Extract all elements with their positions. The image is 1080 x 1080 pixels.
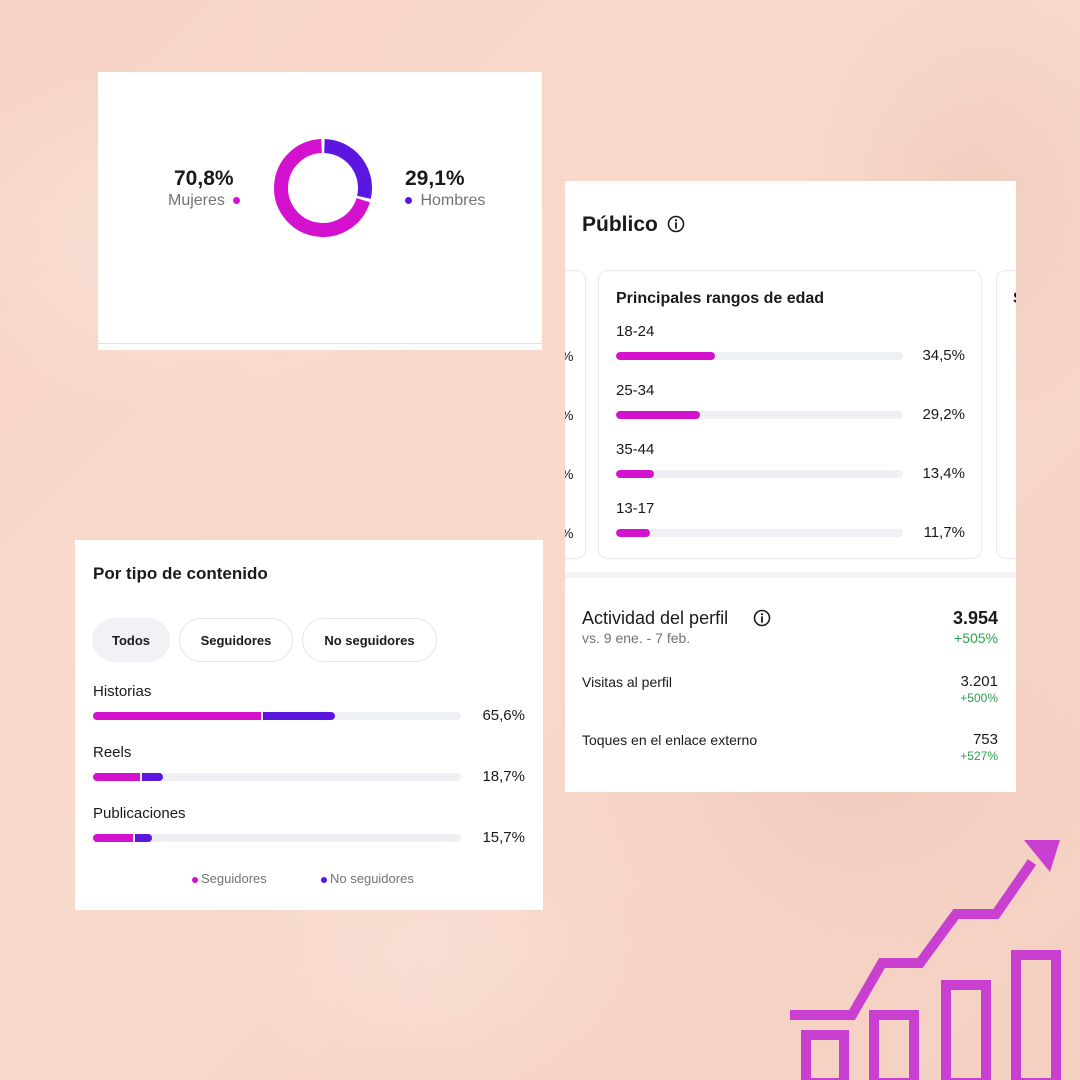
age-range-bar xyxy=(616,529,903,537)
bar-segment-no-seguidores xyxy=(263,712,336,720)
age-range-label: 35-44 xyxy=(616,441,655,458)
content-type-percent: 15,7% xyxy=(482,829,525,846)
section-separator xyxy=(565,572,1016,578)
age-range-bar xyxy=(616,411,903,419)
tab-seguidores[interactable]: Seguidores xyxy=(179,618,293,662)
seguidores-dot-icon xyxy=(192,876,198,883)
age-range-label: 25-34 xyxy=(616,382,655,399)
gender-summary-box-clipped xyxy=(565,270,586,559)
activity-total: 3.954 xyxy=(952,608,998,628)
external-link-taps-label: Toques en el enlace externo xyxy=(582,732,758,748)
age-range-bar xyxy=(616,470,903,478)
content-type-bar xyxy=(93,712,461,720)
profile-visits-value: 3.201 xyxy=(960,673,998,690)
content-type-percent: 18,7% xyxy=(482,768,525,785)
no-seguidores-dot-icon xyxy=(321,876,327,883)
comparison-period: vs. 9 ene. - 7 feb. xyxy=(582,630,691,646)
growth-chart-icon xyxy=(790,840,1061,1080)
profile-visits-label: Visitas al perfil xyxy=(582,674,673,690)
profile-visits-change: +500% xyxy=(960,691,998,705)
age-range-bar-fill xyxy=(616,352,715,360)
women-percent: 70,8% xyxy=(174,167,234,190)
external-link-taps-change: +527% xyxy=(960,749,998,763)
age-range-label: 18-24 xyxy=(616,323,655,340)
age-range-percent: 29,2% xyxy=(922,406,965,423)
bar-segment-seguidores xyxy=(93,712,262,720)
clipped-box-title: S xyxy=(1013,290,1016,308)
age-ranges-box: Principales rangos de edad 18-24 34,5% 2… xyxy=(598,270,982,559)
clipped-percent: % xyxy=(565,348,573,364)
men-dot-icon xyxy=(405,197,412,205)
divider xyxy=(98,343,542,344)
women-dot-icon xyxy=(233,197,241,205)
tab-no-seguidores[interactable]: No seguidores xyxy=(302,618,437,662)
donut-slice-women xyxy=(274,139,370,237)
women-label: Mujeres xyxy=(168,192,225,209)
audience-title: Público xyxy=(582,213,658,236)
content-type-bar xyxy=(93,834,461,842)
donut-slice-men xyxy=(323,139,372,199)
content-type-title: Por tipo de contenido xyxy=(93,564,268,583)
women-legend: Mujeres xyxy=(168,192,241,210)
info-icon[interactable] xyxy=(753,609,771,627)
bar-segment-seguidores xyxy=(93,834,134,842)
clipped-percent: % xyxy=(565,525,573,541)
content-type-label: Historias xyxy=(93,683,152,700)
age-range-percent: 34,5% xyxy=(922,347,965,364)
external-link-taps-value: 753 xyxy=(972,731,998,748)
age-ranges-title: Principales rangos de edad xyxy=(616,290,825,307)
gender-card: 70,8% Mujeres 29,1% Hombres xyxy=(98,72,542,350)
legend-label: Seguidores xyxy=(201,871,267,886)
bar-segment-seguidores xyxy=(93,773,140,781)
age-range-bar-fill xyxy=(616,470,655,478)
age-range-percent: 11,7% xyxy=(923,524,965,541)
men-percent: 29,1% xyxy=(405,167,465,190)
legend-no-seguidores: No seguidores xyxy=(321,871,414,886)
activity-total-change: +505% xyxy=(954,630,998,646)
age-range-bar xyxy=(616,352,903,360)
content-type-bar xyxy=(93,773,461,781)
men-legend: Hombres xyxy=(405,192,485,210)
content-type-label: Publicaciones xyxy=(93,805,186,822)
gender-donut-chart xyxy=(274,139,372,237)
clipped-percent: % xyxy=(565,407,573,423)
locations-box-clipped: S xyxy=(996,270,1016,559)
men-label: Hombres xyxy=(420,192,486,209)
age-range-bar-fill xyxy=(616,529,650,537)
content-type-percent: 65,6% xyxy=(482,707,525,724)
audience-card: Público % % % % Principales rangos de ed… xyxy=(565,181,1016,792)
legend-label: No seguidores xyxy=(330,871,414,886)
legend-seguidores: Seguidores xyxy=(192,871,267,886)
info-icon[interactable] xyxy=(667,215,685,233)
content-type-label: Reels xyxy=(93,744,132,761)
bar-segment-no-seguidores xyxy=(135,834,152,842)
content-type-card: Por tipo de contenido Todos Seguidores N… xyxy=(75,540,543,910)
tab-todos[interactable]: Todos xyxy=(92,618,170,662)
age-range-label: 13-17 xyxy=(616,500,655,517)
profile-activity-title: Actividad del perfil xyxy=(582,608,729,628)
clipped-percent: % xyxy=(565,466,573,482)
age-range-percent: 13,4% xyxy=(922,465,965,482)
bar-segment-no-seguidores xyxy=(141,773,163,781)
age-range-bar-fill xyxy=(616,411,700,419)
